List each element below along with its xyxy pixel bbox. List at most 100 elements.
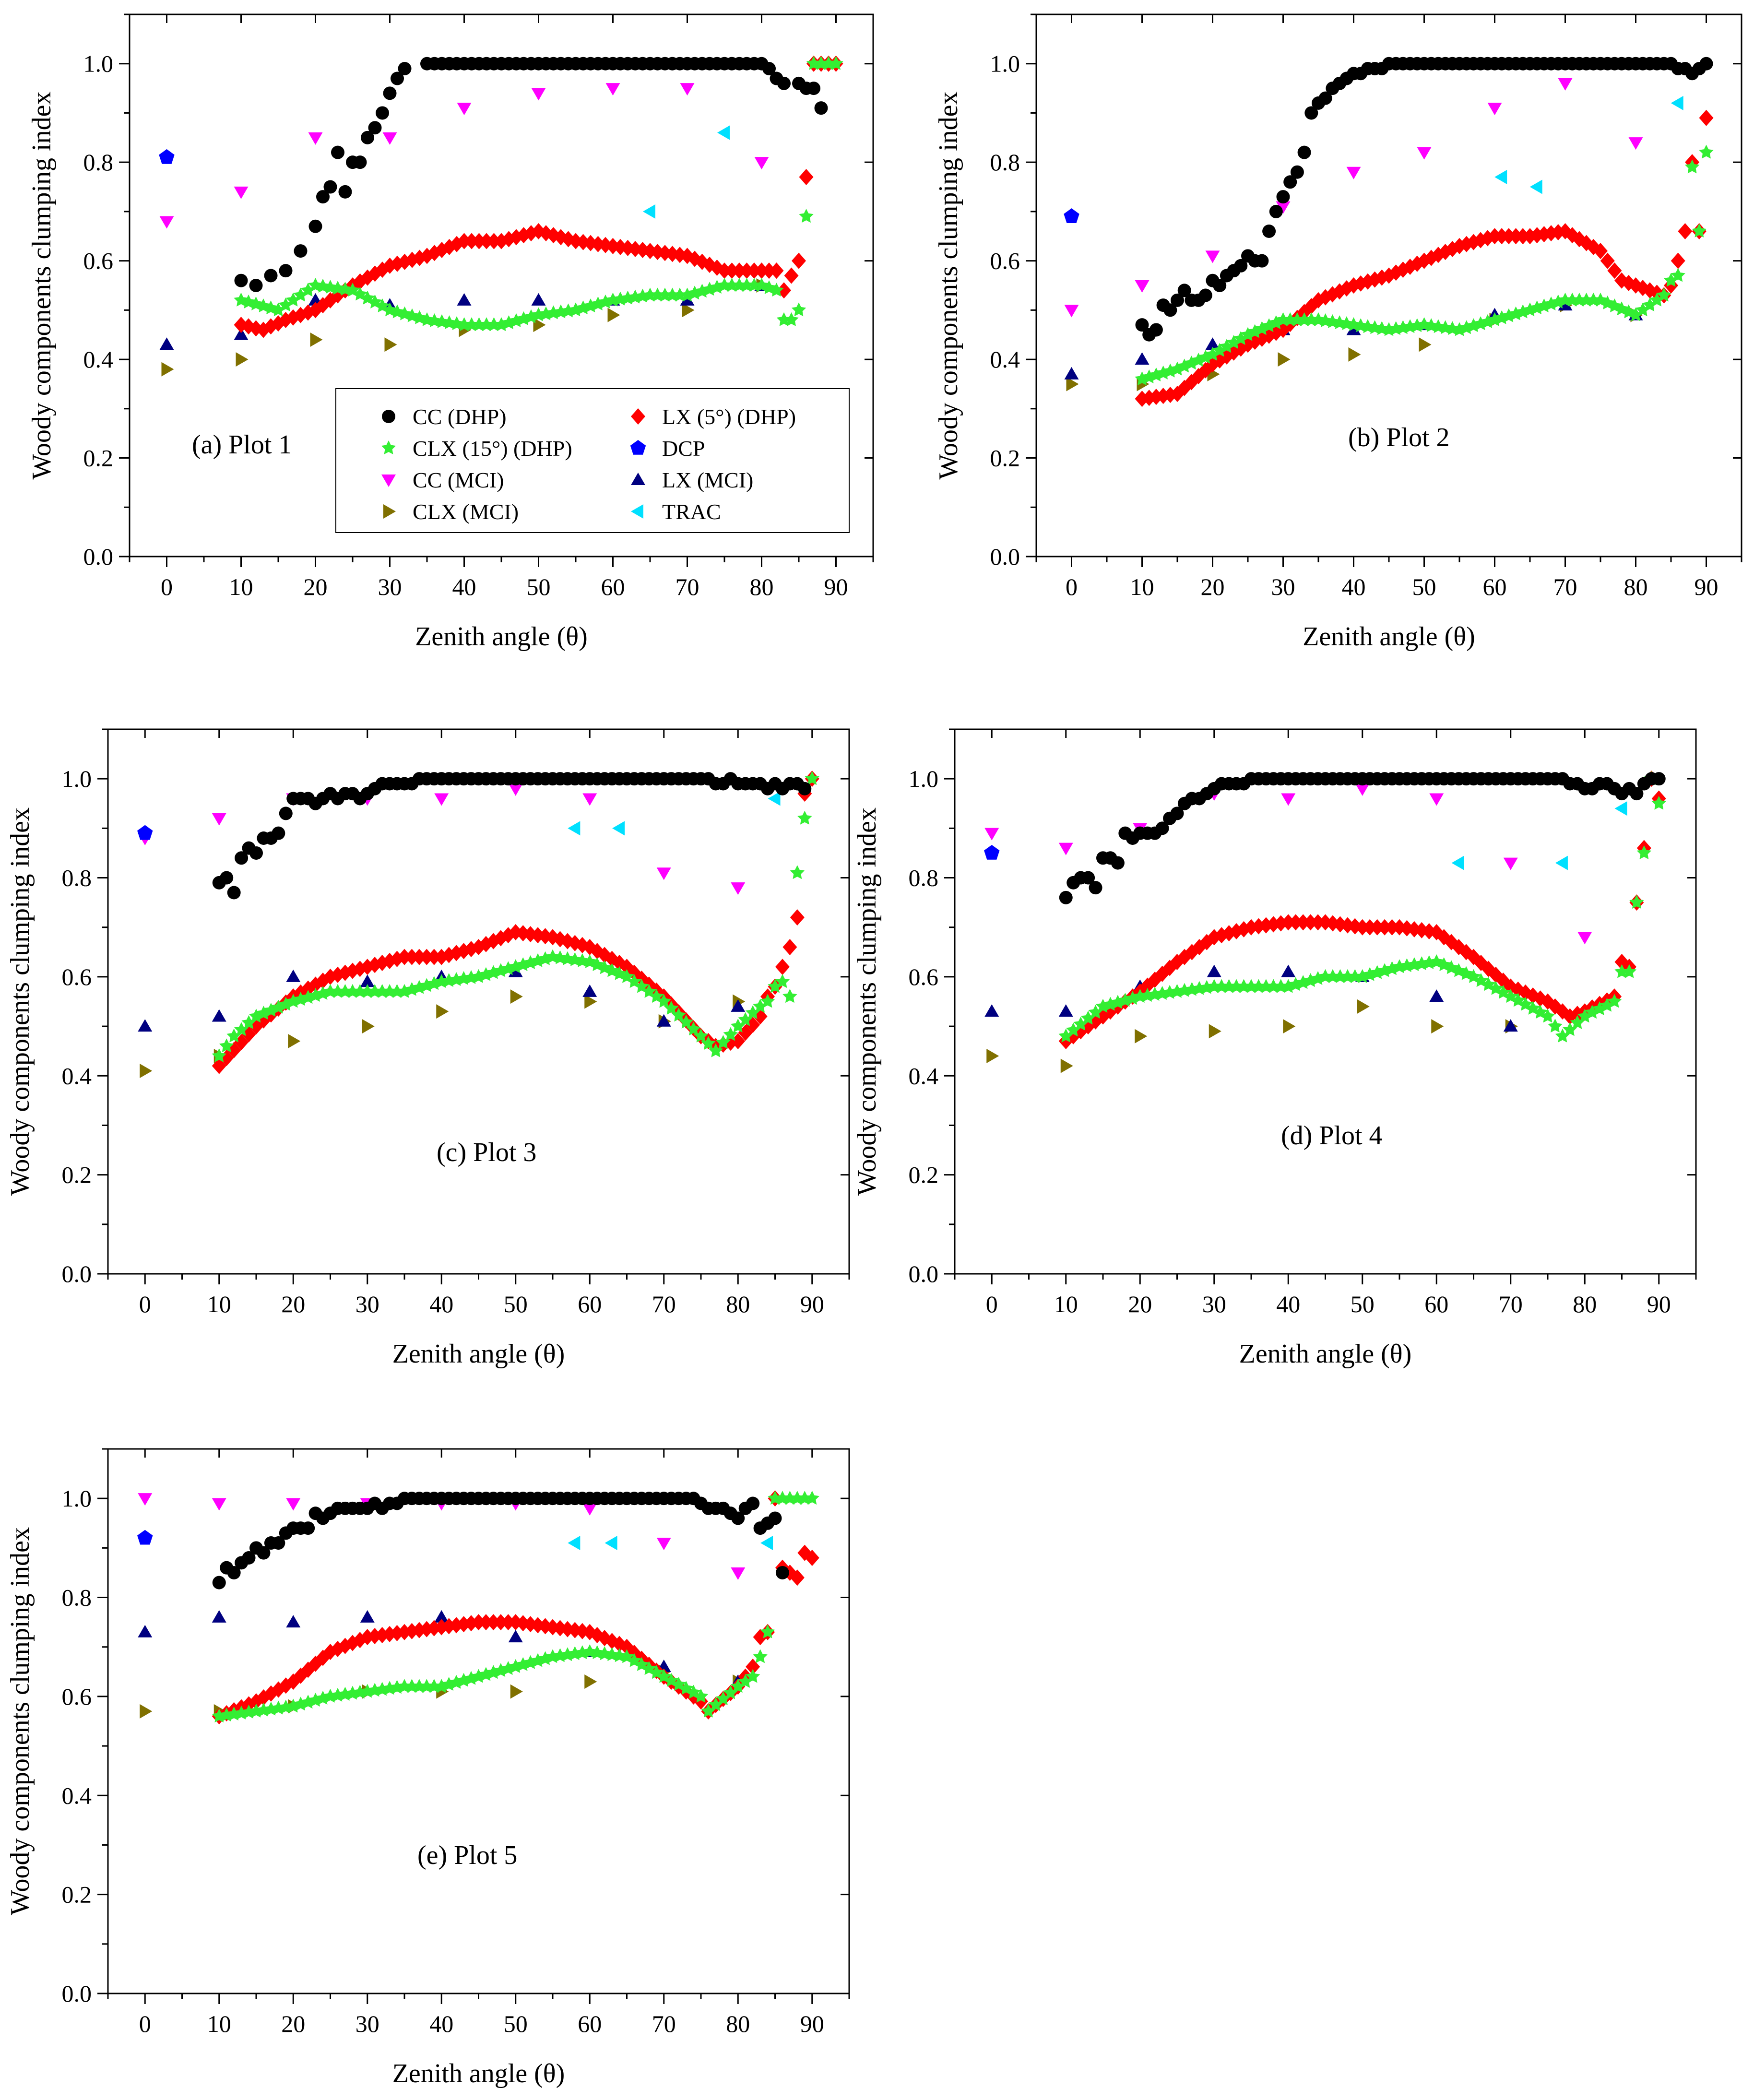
y-axis-label: Woody components clumping index xyxy=(5,1527,35,1915)
data-point-cc-mci xyxy=(1503,857,1518,870)
data-point-cc-mci xyxy=(1429,793,1444,806)
data-point-clx-mci xyxy=(510,1684,523,1699)
data-point-cc-dhp xyxy=(1198,288,1212,302)
data-point-cc-dhp xyxy=(301,1521,315,1535)
data-point-dcp xyxy=(984,844,1000,860)
y-tick-label: 0.0 xyxy=(62,1260,92,1287)
data-point-cc-mci xyxy=(1135,280,1150,293)
y-tick-label: 0.0 xyxy=(83,543,114,570)
x-tick-label: 70 xyxy=(1499,1291,1523,1317)
data-point-cc-dhp xyxy=(768,1511,782,1525)
x-tick-label: 20 xyxy=(304,573,328,600)
x-tick-label: 30 xyxy=(356,1291,379,1317)
legend-label: LX (MCI) xyxy=(662,468,753,492)
legend-label: CC (DHP) xyxy=(413,404,507,429)
data-point-cc-mci xyxy=(656,867,671,880)
x-tick-label: 90 xyxy=(1647,1291,1671,1317)
data-point-clx-mci xyxy=(1209,1024,1221,1039)
data-point-dcp xyxy=(1064,208,1079,223)
data-point-cc-dhp xyxy=(1089,881,1102,895)
x-tick-label: 0 xyxy=(1066,573,1078,600)
data-point-cc-mci xyxy=(984,828,999,841)
legend-item-trac: TRAC xyxy=(631,499,721,524)
series-cc-dhp xyxy=(1135,57,1713,342)
x-tick-label: 90 xyxy=(824,573,848,600)
data-point-lx-mci xyxy=(138,1019,153,1032)
y-axis-label: Woody components clumping index xyxy=(852,807,882,1196)
y-tick-label: 0.2 xyxy=(990,445,1020,472)
data-point-cc-dhp xyxy=(212,1576,226,1590)
data-point-cc-mci xyxy=(1417,147,1432,160)
data-point-lx-mci xyxy=(159,337,174,350)
data-point-cc-mci xyxy=(457,103,472,116)
data-point-lx-dhp xyxy=(1671,252,1685,269)
data-point-cc-dhp xyxy=(272,826,285,840)
x-tick-label: 60 xyxy=(578,1291,602,1317)
data-point-cc-dhp xyxy=(368,121,382,135)
data-point-lx-mci xyxy=(457,293,472,306)
panel-title: (e) Plot 5 xyxy=(417,1840,517,1870)
data-point-trac xyxy=(643,204,655,219)
chart-panel-1: 0 10 20 30 40 50 60 70 80 90 0.0 0.2 0.4 0.6 0.8 1.0 Zen… xyxy=(27,13,874,652)
panel-title: (d) Plot 4 xyxy=(1281,1121,1383,1151)
legend-label: LX (5°) (DHP) xyxy=(662,404,796,429)
data-point-cc-mci xyxy=(212,813,226,826)
data-point-clx-mci xyxy=(288,1034,301,1049)
data-point-lx-dhp xyxy=(782,939,797,955)
chart-panel-2: 0 10 20 30 40 50 60 70 80 90 0.0 0.2 0.4 0.6 0.8 1.0 Zen… xyxy=(934,13,1742,652)
x-axis-label: Zenith angle (θ) xyxy=(1239,1339,1412,1369)
data-point-clx-mci xyxy=(384,337,397,352)
data-point-trac xyxy=(1614,801,1627,816)
legend-label: CC (MCI) xyxy=(413,468,504,492)
data-point-trac xyxy=(1494,170,1507,184)
data-point-cc-mci xyxy=(434,793,449,806)
data-point-cc-dhp xyxy=(323,180,337,194)
x-tick-label: 30 xyxy=(356,2010,379,2037)
data-point-cc-mci xyxy=(382,132,397,145)
data-point-cc-mci xyxy=(212,1498,226,1511)
x-tick-label: 30 xyxy=(378,573,402,600)
data-point-cc-mci xyxy=(138,1493,153,1506)
y-axis-label: Woody components clumping index xyxy=(27,92,57,480)
data-point-cc-mci xyxy=(731,882,746,895)
x-tick-label: 70 xyxy=(652,1291,676,1317)
series-cc-mci xyxy=(159,83,769,229)
data-point-clx-mci xyxy=(1357,999,1370,1014)
y-axis-label: Woody components clumping index xyxy=(934,92,963,480)
data-point-trac xyxy=(568,821,581,836)
data-point-lx-mci xyxy=(286,1615,301,1628)
legend-marker xyxy=(382,410,395,423)
data-point-lx-dhp xyxy=(790,909,805,926)
data-point-cc-dhp xyxy=(249,279,263,292)
y-tick-label: 0.0 xyxy=(909,1260,939,1287)
data-point-clx-mci xyxy=(1135,1029,1148,1044)
y-tick-label: 0.2 xyxy=(83,445,114,472)
x-tick-label: 80 xyxy=(1573,1291,1597,1317)
y-tick-label: 0.4 xyxy=(909,1062,939,1089)
data-point-cc-mci xyxy=(1558,78,1573,91)
y-tick-label: 0.0 xyxy=(62,1980,92,2007)
y-tick-label: 0.2 xyxy=(909,1162,939,1188)
x-tick-label: 0 xyxy=(986,1291,998,1317)
data-point-lx-mci xyxy=(1281,964,1296,977)
x-tick-label: 50 xyxy=(504,1291,528,1317)
x-tick-label: 40 xyxy=(1342,573,1366,600)
data-point-lx-mci xyxy=(212,1610,226,1623)
data-point-trac xyxy=(612,821,625,836)
data-point-cc-dhp xyxy=(1262,225,1276,238)
data-point-trac xyxy=(1555,855,1568,870)
data-point-cc-mci xyxy=(234,186,249,199)
chart-panel-4: 0 10 20 30 40 50 60 70 80 90 0.0 0.2 0.4 0.6 0.8 1.0 Zen… xyxy=(852,728,1697,1369)
data-point-dcp xyxy=(137,825,153,840)
y-tick-label: 0.6 xyxy=(83,248,114,274)
data-point-cc-mci xyxy=(1281,793,1296,806)
data-point-clx-dhp xyxy=(1699,144,1714,159)
y-tick-label: 0.4 xyxy=(62,1782,92,1809)
x-tick-label: 60 xyxy=(578,2010,602,2037)
x-tick-label: 10 xyxy=(1054,1291,1078,1317)
data-point-cc-dhp xyxy=(746,1496,760,1510)
legend-item-lx-mci: LX (MCI) xyxy=(631,468,753,492)
series-trac xyxy=(1494,95,1683,194)
data-point-trac xyxy=(604,1536,617,1551)
legend-item-cc-dhp: CC (DHP) xyxy=(382,404,507,429)
